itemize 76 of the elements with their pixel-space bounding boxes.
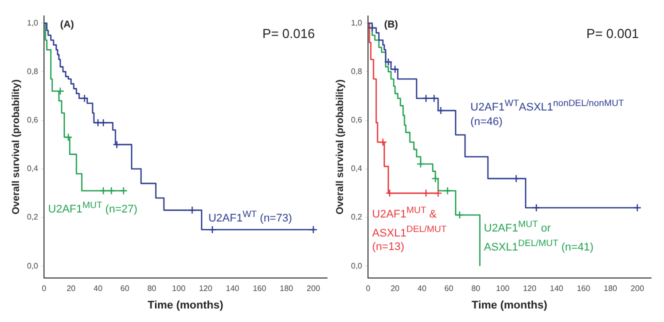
y-tick-label: 0,4 (26, 164, 39, 174)
text: U2AF1$^{MUT}$ & ASXL1$^{DEL/MUT}$ (n=13) (372, 204, 447, 254)
x-tick-label: 80 (147, 284, 157, 294)
x-tick-label: 180 (604, 284, 618, 294)
point (434, 189, 442, 198)
point (378, 138, 388, 146)
x-tick-label: 100 (496, 284, 510, 294)
point (512, 174, 520, 183)
y-axis-title: Overall survival (probability) (10, 79, 22, 215)
x-tick-label: 200 (630, 284, 645, 294)
x-tick-label: 120 (198, 284, 213, 294)
point (456, 210, 464, 220)
y-tick-label: 0,2 (26, 212, 39, 222)
x-tick-label: 160 (576, 284, 591, 294)
series-label: U2AF1$^{WT}$ (n=73) (208, 208, 294, 226)
series-label: U2AF1$^{MUT}$ (n=27) (48, 199, 138, 217)
point (422, 189, 430, 198)
point (56, 87, 64, 96)
y-tick-label: 0,2 (350, 212, 363, 222)
chart-title: (B) (384, 20, 398, 31)
point (188, 206, 196, 214)
x-tick-label: 80 (471, 284, 481, 294)
x-axis-title: Time (months) (472, 299, 548, 312)
point (64, 133, 72, 142)
x-tick-label: 140 (226, 284, 240, 294)
point (430, 94, 438, 103)
x-tick-label: 100 (172, 284, 186, 294)
point (94, 118, 102, 127)
y-tick-label: 1,0 (26, 18, 39, 28)
point (443, 186, 452, 195)
y-tick-label: 0,0 (350, 261, 363, 270)
text: U2AF1$^{MUT}$ or ASXL1$^{DEL/MUT}$ (n=41) (484, 219, 594, 254)
y-tick-label: 0,8 (350, 66, 363, 76)
x-tick-label: 40 (94, 284, 103, 294)
x-tick-label: 60 (444, 284, 454, 294)
y-tick-label: 0,8 (26, 66, 39, 76)
point (532, 204, 540, 212)
x-tick-label: 120 (522, 284, 537, 294)
point (431, 174, 440, 183)
point (208, 226, 216, 234)
y-tick-label: 0,6 (350, 115, 363, 124)
point (309, 226, 318, 234)
x-axis-title: Time (months) (148, 299, 224, 312)
x-tick-label: 20 (390, 284, 400, 294)
y-tick-label: 0,4 (350, 164, 363, 174)
x-tick-label: 160 (252, 284, 267, 294)
x-tick-label: 180 (280, 284, 294, 294)
point (390, 65, 400, 74)
x-tick-label: 20 (66, 284, 76, 294)
y-axis-title: Overall survival (probability) (334, 79, 346, 215)
x-tick-label: 60 (120, 284, 130, 294)
point (436, 106, 445, 115)
point (633, 204, 642, 212)
point (386, 189, 394, 198)
annotation: P= 0.001 (586, 26, 639, 41)
x-tick-label: 0 (42, 284, 47, 294)
point (368, 24, 376, 32)
y-tick-label: 0,6 (26, 115, 39, 124)
point (422, 94, 430, 103)
point (99, 118, 108, 127)
y-tick-label: 1,0 (350, 18, 363, 28)
x-tick-label: 200 (306, 284, 321, 294)
point (107, 186, 116, 195)
point (384, 58, 392, 66)
point (80, 94, 89, 103)
text: U2AF1$^{WT}$ASXL1$^{nonDEL/nonMUT}$ (n=46) (470, 98, 624, 128)
y-tick-label: 0,0 (26, 261, 39, 270)
point (119, 186, 128, 195)
point (416, 160, 425, 168)
x-tick-label: 140 (550, 284, 564, 294)
chart-title: (A) (60, 20, 74, 31)
point (99, 186, 108, 195)
x-tick-label: 40 (418, 284, 427, 294)
point (112, 140, 121, 149)
x-tick-label: 0 (366, 284, 371, 294)
annotation: P= 0.016 (262, 26, 315, 41)
